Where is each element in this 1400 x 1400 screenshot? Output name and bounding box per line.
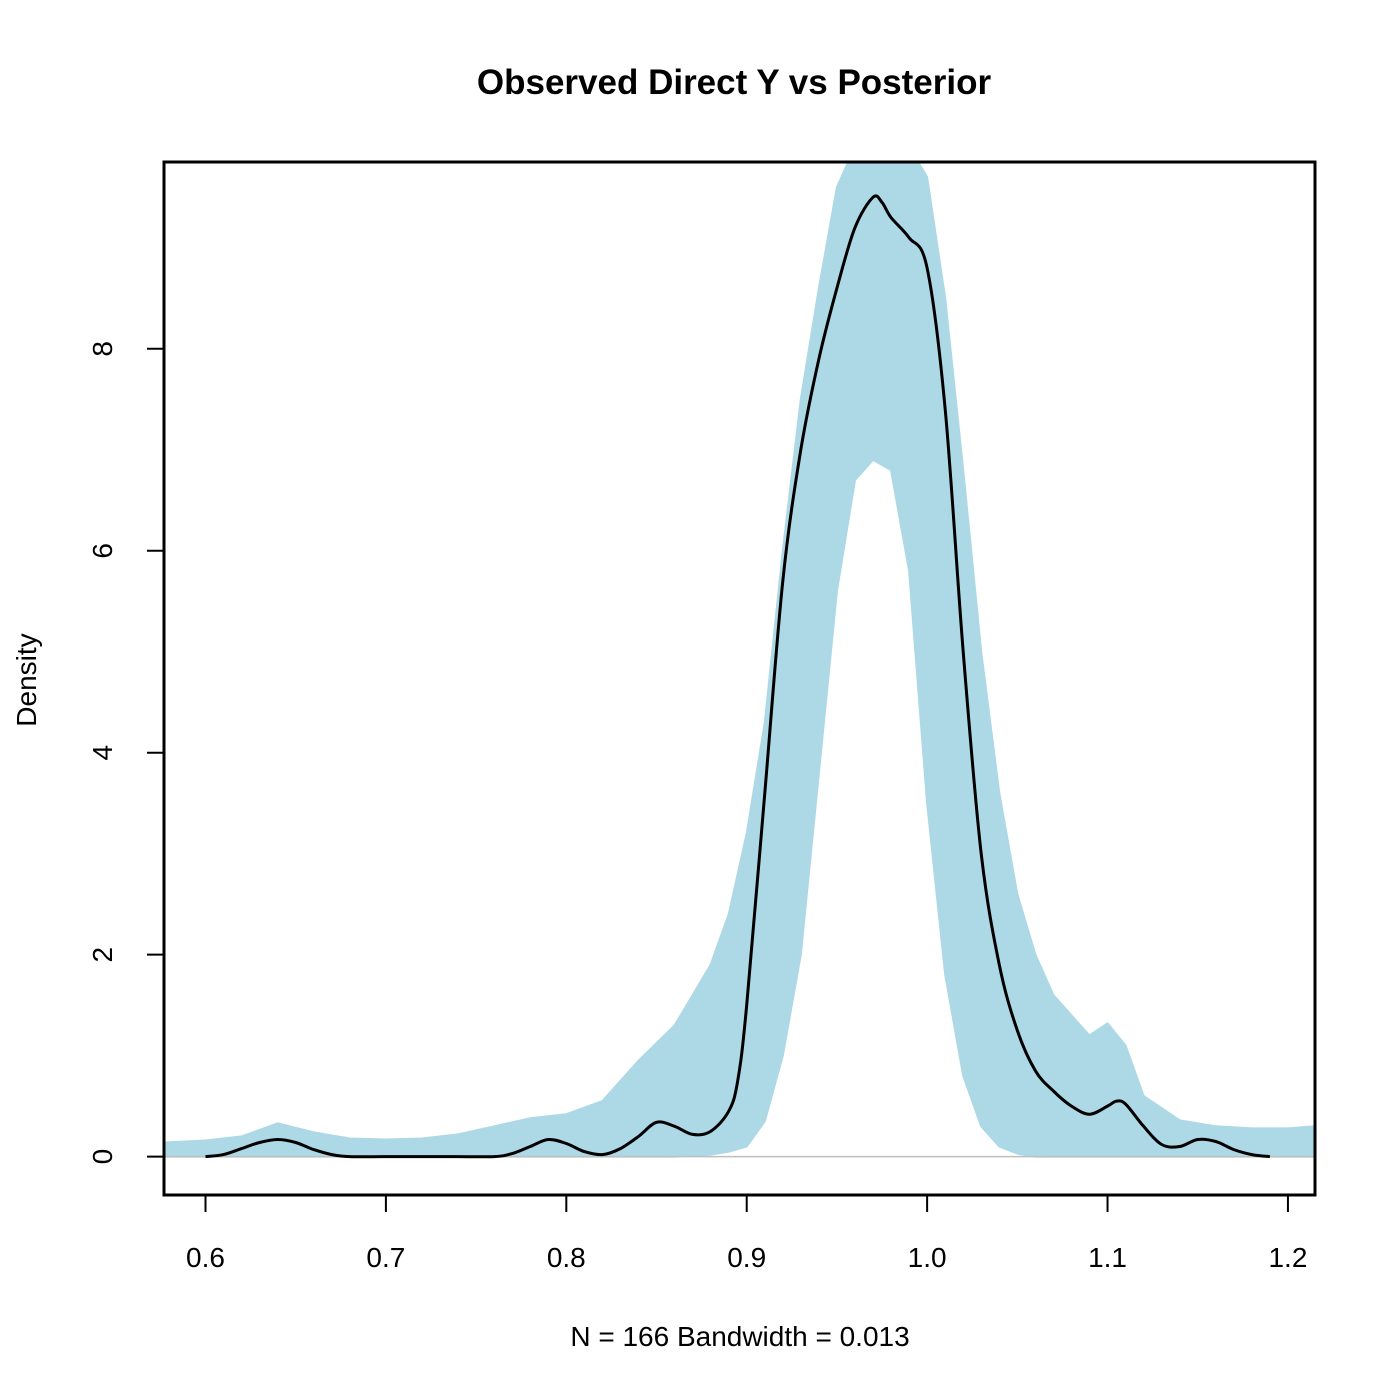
x-tick-label: 1.0 [908, 1242, 947, 1273]
y-axis-label: Density [11, 633, 42, 726]
observed-density-line [205, 194, 1271, 1159]
x-tick-label: 1.1 [1088, 1242, 1127, 1273]
x-tick-label: 0.8 [547, 1242, 586, 1273]
x-tick-label: 0.6 [186, 1242, 225, 1273]
x-tick-label: 1.2 [1268, 1242, 1307, 1273]
y-tick-label: 6 [87, 543, 118, 559]
plot-area [164, 162, 1315, 1159]
x-axis: 0.6 0.7 0.8 0.9 1.0 1.1 1.2 [186, 1194, 1307, 1273]
y-tick-label: 2 [87, 947, 118, 963]
x-tick-label: 0.7 [366, 1242, 405, 1273]
posterior-draws-band [164, 162, 1315, 1158]
y-tick-label: 0 [87, 1149, 118, 1165]
x-axis-label: N = 166 Bandwidth = 0.013 [570, 1321, 909, 1352]
x-tick-label: 0.9 [727, 1242, 766, 1273]
y-axis: 0 2 4 6 8 [87, 341, 165, 1165]
chart-title: Observed Direct Y vs Posterior [477, 63, 992, 102]
y-tick-label: 8 [87, 341, 118, 357]
y-tick-label: 4 [87, 745, 118, 761]
